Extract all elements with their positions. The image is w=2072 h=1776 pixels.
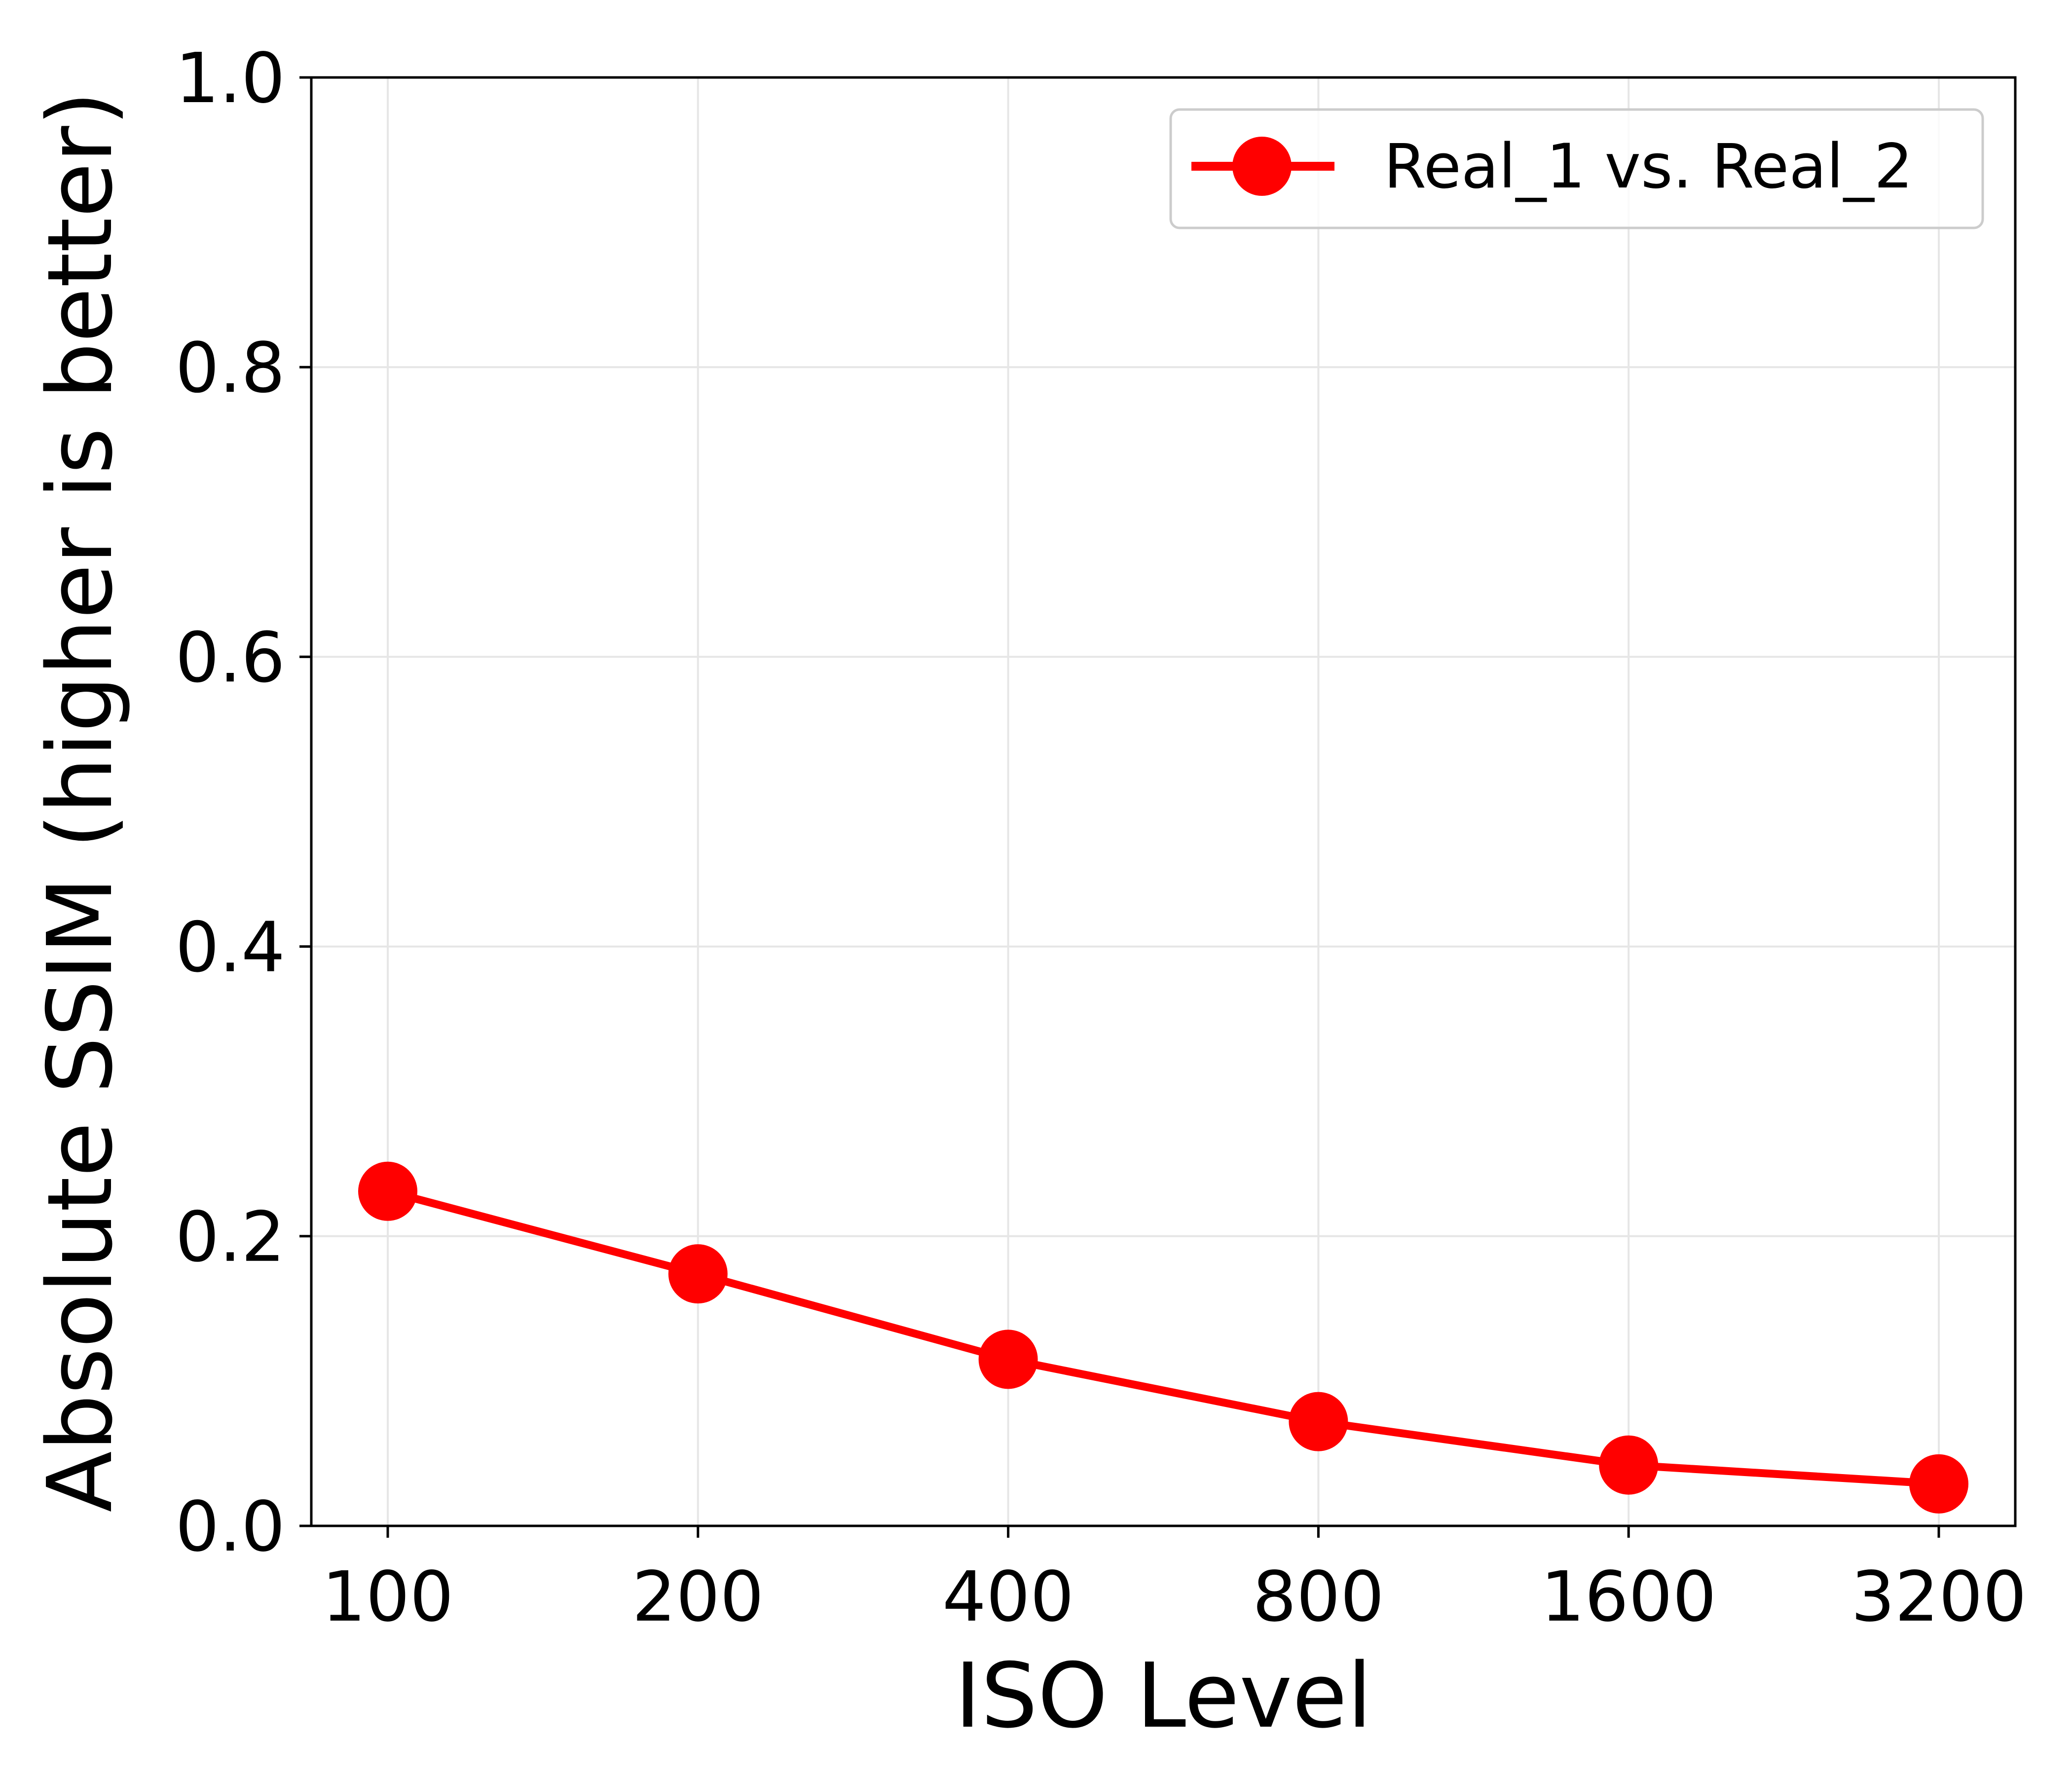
- data-point: [1909, 1454, 1968, 1514]
- y-tick-label: 1.0: [175, 38, 285, 119]
- legend-marker-swatch: [1232, 137, 1292, 196]
- x-tick-label: 200: [632, 1557, 764, 1637]
- data-point: [668, 1244, 728, 1304]
- y-axis: 0.0 0.2 0.4 0.6 0.8 1.0: [175, 38, 311, 1567]
- legend: Real_1 vs. Real_2: [1169, 108, 1984, 229]
- grid-lines: [311, 76, 2015, 1527]
- y-tick-label: 0.6: [175, 618, 285, 698]
- y-axis-title: Absolute SSIM (higher is better): [28, 91, 132, 1513]
- legend-label: Real_1 vs. Real_2: [1384, 131, 1913, 202]
- x-axis: 100 200 400 800 1600 3200: [322, 1526, 2027, 1637]
- y-tick-label: 0.2: [175, 1197, 285, 1278]
- y-tick-label: 0.8: [175, 328, 285, 408]
- data-point: [978, 1330, 1038, 1389]
- x-tick-label: 1600: [1541, 1557, 1716, 1637]
- data-point: [1289, 1392, 1348, 1451]
- x-tick-label: 800: [1253, 1557, 1384, 1637]
- data-point: [1599, 1435, 1659, 1495]
- series-layer: [358, 1161, 1968, 1514]
- plot-frame: [310, 76, 2017, 1527]
- y-tick-label: 0.0: [175, 1487, 285, 1567]
- x-axis-title: ISO Level: [955, 1644, 1372, 1748]
- x-tick-label: 3200: [1851, 1557, 2027, 1637]
- data-point: [358, 1161, 417, 1221]
- y-tick-label: 0.4: [175, 908, 285, 988]
- x-tick-label: 100: [322, 1557, 453, 1637]
- series-line-0: [386, 1187, 1939, 1488]
- legend-frame: [1169, 108, 1984, 229]
- x-tick-label: 400: [942, 1557, 1074, 1637]
